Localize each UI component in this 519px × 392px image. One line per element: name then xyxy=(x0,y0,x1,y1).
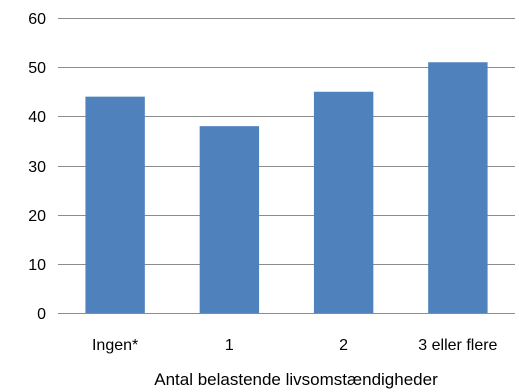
x-axis-ticks: Ingen* 1 2 3 eller flere xyxy=(92,337,498,354)
bar xyxy=(199,126,260,314)
y-axis-ticks: 0 10 20 30 40 50 60 xyxy=(28,11,46,323)
x-tick-label: 2 xyxy=(339,337,348,354)
y-tick-label: 30 xyxy=(28,159,46,176)
y-tick-label: 20 xyxy=(28,208,46,225)
y-tick-label: 50 xyxy=(28,60,46,77)
bar xyxy=(85,96,145,314)
y-tick-label: 40 xyxy=(28,109,46,126)
y-tick-label: 10 xyxy=(28,257,46,274)
bars xyxy=(85,62,488,314)
y-tick-label: 0 xyxy=(37,306,46,323)
x-tick-label: Ingen* xyxy=(92,337,138,354)
y-tick-label: 60 xyxy=(28,11,46,28)
x-axis-title: Antal belastende livsomstændigheder xyxy=(154,370,438,389)
bar xyxy=(313,91,374,313)
bar xyxy=(428,62,488,313)
x-tick-label: 3 eller flere xyxy=(418,337,497,354)
x-tick-label: 1 xyxy=(225,337,234,354)
